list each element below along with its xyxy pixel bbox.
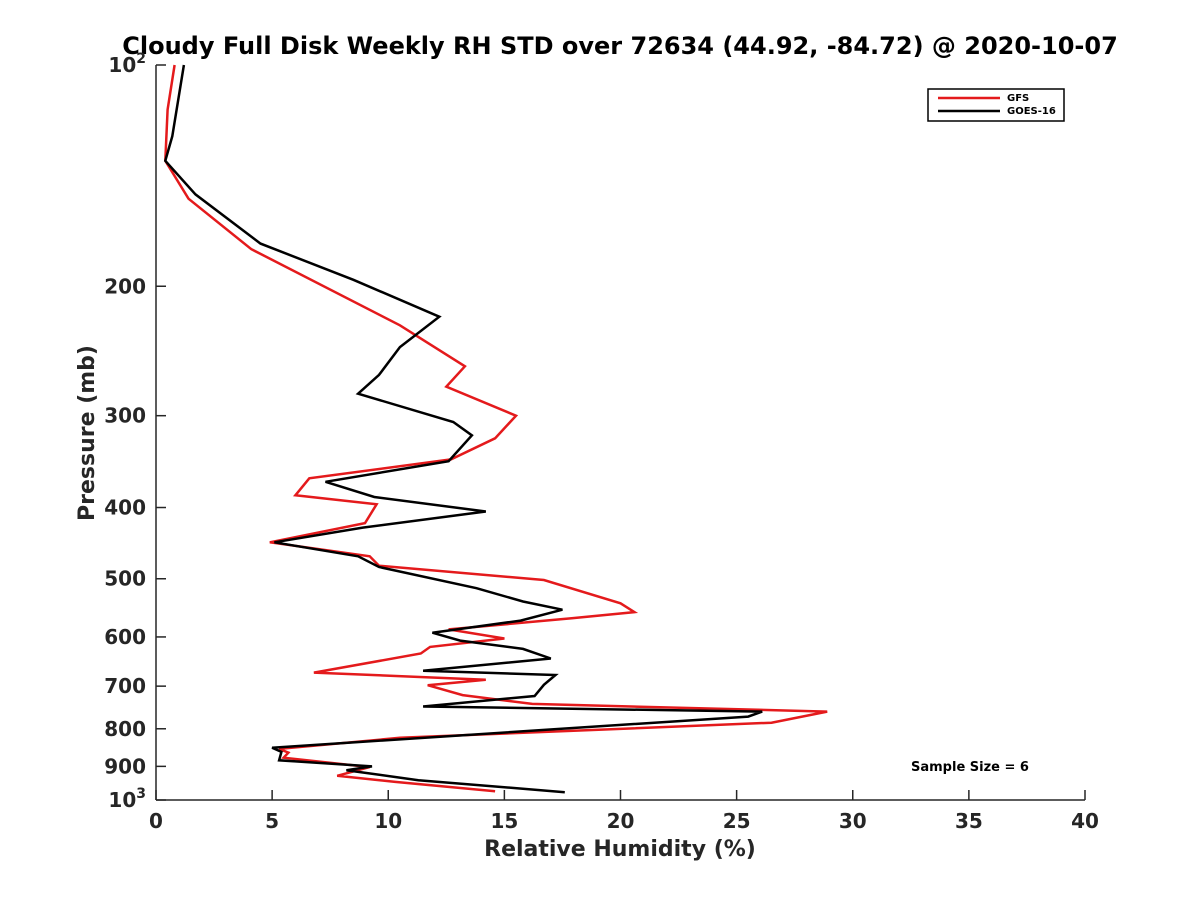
y-axis: 102 200 300 400 500 600 700 800 900 103 bbox=[104, 51, 166, 812]
x-tick-label: 0 bbox=[149, 809, 163, 833]
chart-title: Cloudy Full Disk Weekly RH STD over 7263… bbox=[122, 32, 1118, 60]
y-tick-label: 600 bbox=[104, 625, 146, 649]
y-tick-label: 900 bbox=[104, 754, 146, 778]
x-tick-label: 30 bbox=[839, 809, 867, 833]
y-tick-label: 400 bbox=[104, 496, 146, 520]
x-axis-label: Relative Humidity (%) bbox=[484, 837, 756, 862]
y-tick-label: 500 bbox=[104, 567, 146, 591]
x-tick-label: 15 bbox=[490, 809, 518, 833]
x-tick-label: 5 bbox=[265, 809, 279, 833]
y-tick-label: 200 bbox=[104, 274, 146, 298]
x-tick-label: 25 bbox=[723, 809, 751, 833]
x-tick-label: 40 bbox=[1071, 809, 1099, 833]
legend-box bbox=[927, 88, 1065, 122]
series-line-goes16 bbox=[163, 64, 763, 794]
x-tick-label: 10 bbox=[374, 809, 402, 833]
legend-label-gfs: GFS bbox=[1007, 93, 1029, 104]
sample-size-annotation: Sample Size = 6 bbox=[911, 760, 1029, 775]
plot-area bbox=[163, 64, 828, 794]
x-axis: 0 5 10 15 20 25 30 35 40 bbox=[149, 790, 1099, 833]
x-tick-label: 20 bbox=[607, 809, 635, 833]
y-tick-label: 103 bbox=[108, 786, 146, 812]
y-axis-label: Pressure (mb) bbox=[75, 345, 100, 521]
y-tick-label: 102 bbox=[108, 51, 146, 77]
legend: GFS GOES-16 bbox=[927, 88, 1065, 122]
x-tick-label: 35 bbox=[955, 809, 983, 833]
y-tick-label: 700 bbox=[104, 674, 146, 698]
y-tick-label: 800 bbox=[104, 717, 146, 741]
y-tick-label: 300 bbox=[104, 404, 146, 428]
series-line-gfs bbox=[164, 64, 828, 793]
legend-label-goes16: GOES-16 bbox=[1007, 106, 1056, 117]
